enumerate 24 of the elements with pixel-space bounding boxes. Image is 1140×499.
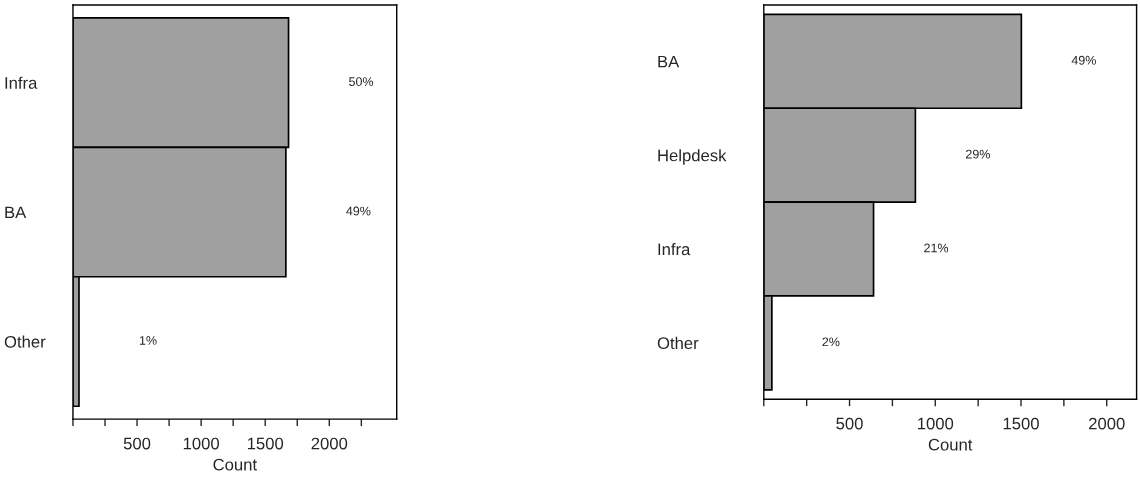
y-tick-label: Other	[4, 335, 46, 348]
annotation: 2%	[822, 337, 840, 347]
annotation: 49%	[1071, 55, 1096, 65]
y-tick-label: BA	[658, 55, 680, 68]
x-tick-label: 1500	[1003, 417, 1039, 430]
y-tick-label: Infra	[658, 243, 691, 256]
x-tick-label: 500	[123, 437, 151, 450]
y-tick-label: Helpdesk	[658, 149, 727, 165]
x-axis-title: Count	[213, 458, 257, 471]
y-tick-label: BA	[5, 206, 27, 219]
annotation: 49%	[346, 206, 371, 216]
x-tick-label: 2000	[311, 437, 348, 450]
x-tick-label: 1000	[918, 417, 954, 430]
annotation: 21%	[924, 243, 949, 253]
x-tick-label: 500	[836, 417, 863, 430]
x-tick-label: 1500	[247, 437, 284, 450]
y-tick-label: Infra	[5, 76, 38, 89]
annotation: 1%	[139, 336, 157, 345]
x-axis-title: Count	[928, 438, 973, 451]
annotation: 50%	[349, 77, 374, 86]
y-tick-label: Other	[657, 336, 699, 350]
annotation: 29%	[966, 149, 990, 159]
x-tick-label: 1000	[183, 437, 220, 450]
x-tick-label: 2000	[1089, 417, 1125, 430]
